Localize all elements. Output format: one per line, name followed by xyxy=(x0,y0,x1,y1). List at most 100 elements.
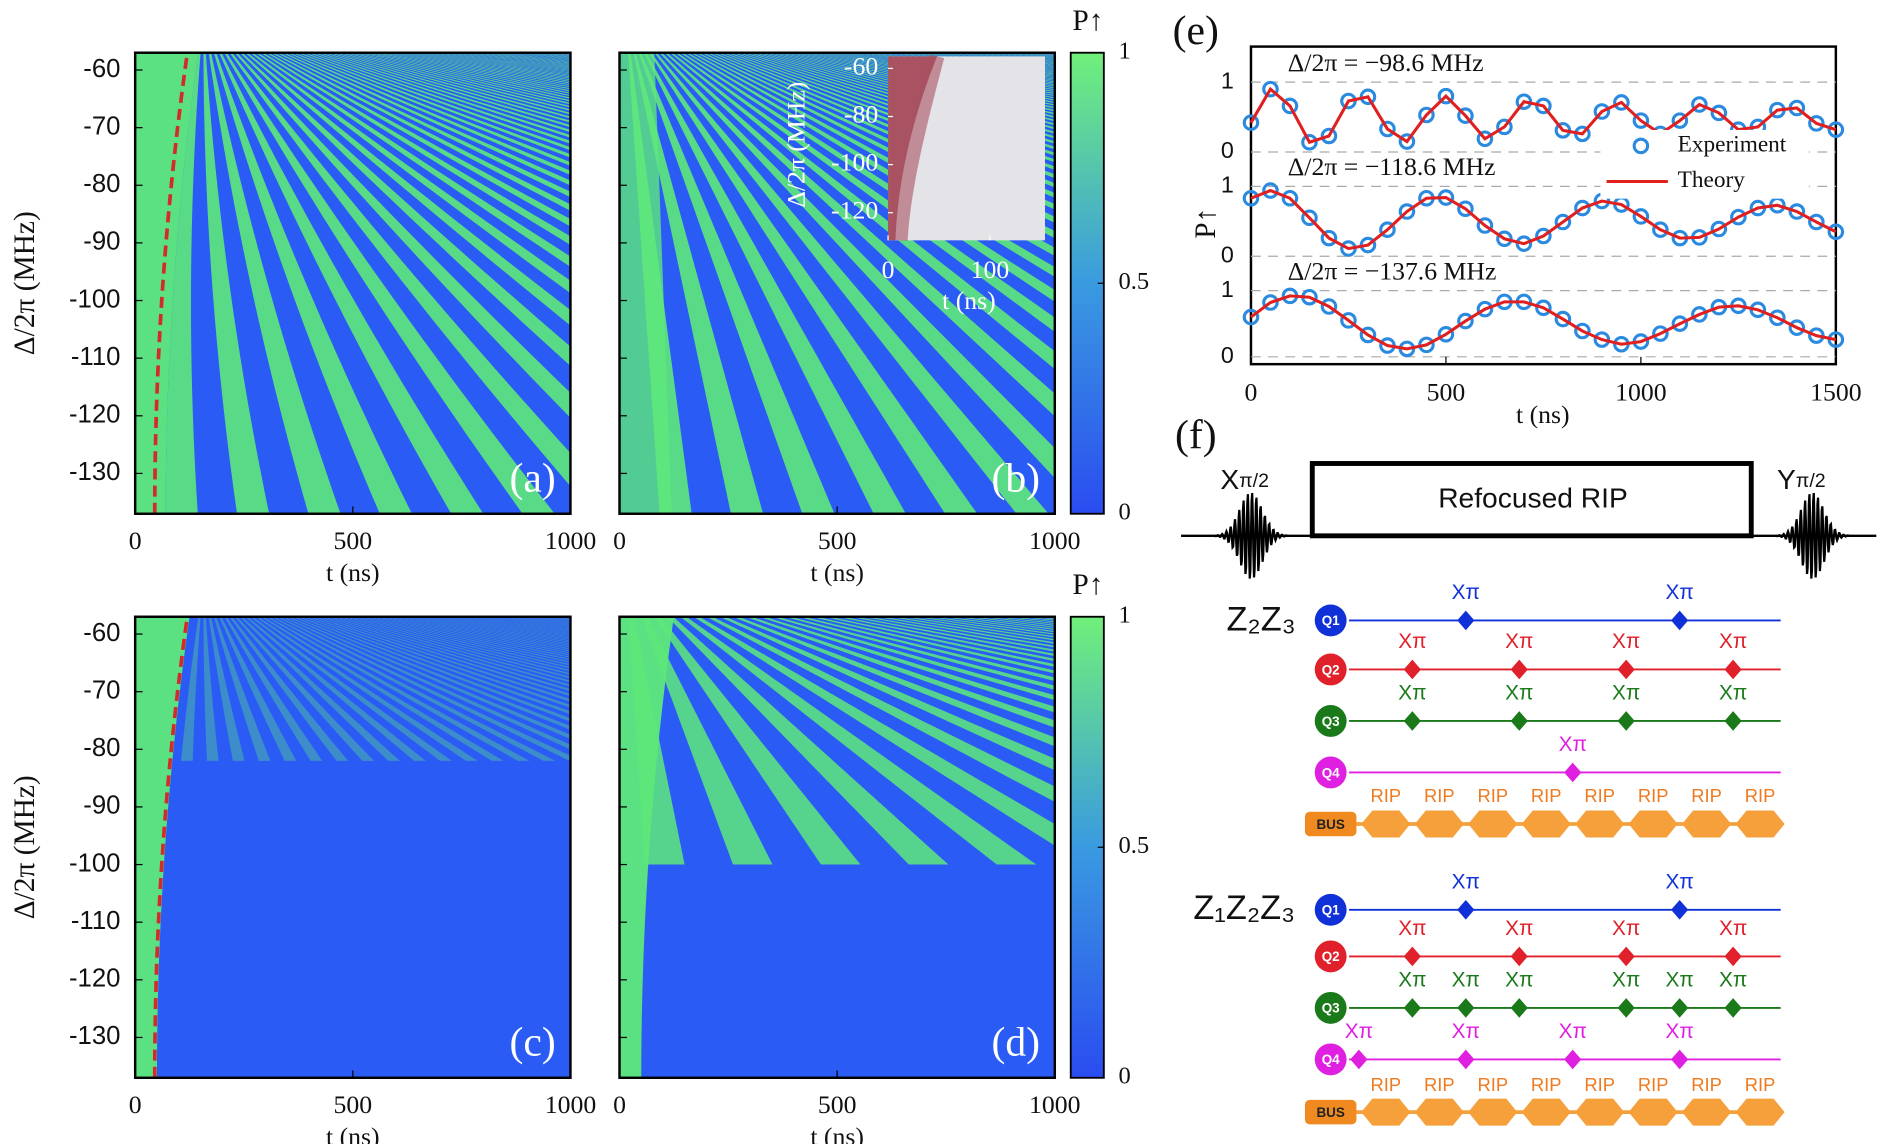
experiment-point xyxy=(1262,80,1279,98)
fringe xyxy=(795,52,1055,109)
fringe xyxy=(386,616,571,654)
pi-pulse xyxy=(1671,899,1689,920)
fringe xyxy=(375,52,571,94)
fringe xyxy=(459,52,571,69)
pi-pulse xyxy=(1403,659,1421,680)
early-band xyxy=(619,52,672,514)
fringe xyxy=(464,616,571,632)
fringe xyxy=(334,616,571,683)
pi-pulse xyxy=(1724,711,1742,731)
panel-label: (e) xyxy=(1173,8,1219,54)
fringe xyxy=(821,52,1055,97)
fringe xyxy=(454,616,571,634)
inset-x-label: t (ns) xyxy=(942,286,996,315)
fringe xyxy=(433,52,571,75)
fringe xyxy=(717,52,1055,188)
experiment-point xyxy=(1632,208,1650,225)
rip-label: RIP xyxy=(1371,785,1402,806)
fringe xyxy=(522,616,571,623)
x-tick-label: 1000 xyxy=(1029,526,1080,555)
theory-line xyxy=(1249,86,1837,145)
x-tick-label: 500 xyxy=(818,526,857,555)
pulse-label: Xπ xyxy=(1398,968,1426,991)
fringe xyxy=(542,52,571,56)
qubit-node xyxy=(1314,705,1347,737)
experiment-point xyxy=(1827,121,1845,138)
x-tick-label: 500 xyxy=(334,526,373,555)
fringe xyxy=(428,52,571,76)
y-tick-label: 1 xyxy=(1221,172,1234,198)
fringe xyxy=(641,616,773,865)
fringe xyxy=(365,616,571,663)
pi-pulse xyxy=(1617,711,1635,731)
pulse-label: Xπ xyxy=(1398,630,1426,653)
fringe xyxy=(370,616,571,661)
fringe xyxy=(245,52,571,326)
fringe xyxy=(680,616,1037,865)
pulse-subscript: π/2 xyxy=(1239,470,1269,492)
experiment-point xyxy=(1535,227,1552,245)
pi-pulse xyxy=(1671,610,1689,631)
heatmap xyxy=(135,52,571,514)
fringe xyxy=(417,616,571,643)
fringe xyxy=(234,616,375,761)
bus-node xyxy=(1304,1099,1357,1125)
pulse-label: Xπ/2 xyxy=(1220,463,1269,495)
fringe xyxy=(475,52,571,66)
fringe xyxy=(208,616,245,761)
fringe xyxy=(276,52,571,198)
fringe xyxy=(302,52,571,151)
colorbar-tick-label: 1 xyxy=(1119,601,1131,628)
heatmap xyxy=(619,616,1055,1078)
pulse-label: Xπ xyxy=(1398,917,1426,940)
inset-y-tick-label: -80 xyxy=(844,99,878,128)
fringe xyxy=(203,52,270,514)
fringe xyxy=(391,52,571,88)
fringe xyxy=(271,52,571,211)
experiment-point xyxy=(1242,308,1260,326)
y-tick-label: -100 xyxy=(69,849,121,877)
y-tick-label: -100 xyxy=(69,285,121,313)
experiment-point xyxy=(1808,115,1825,132)
qubit-name: Q3 xyxy=(1322,714,1340,729)
x-tick-label: 1000 xyxy=(1615,378,1666,407)
fringe xyxy=(448,52,571,71)
experiment-point xyxy=(1281,189,1299,207)
experiment-point xyxy=(1476,300,1494,318)
pi-pulse xyxy=(1403,998,1421,1018)
experiment-point xyxy=(1691,96,1708,113)
inset-y-tick-label: -120 xyxy=(831,196,878,225)
inset-y-tick-label: -100 xyxy=(831,147,878,176)
fringe xyxy=(307,616,571,708)
rip-label: RIP xyxy=(1477,785,1508,806)
y-tick-label: -70 xyxy=(83,112,120,140)
fringe xyxy=(1019,52,1055,56)
fringe xyxy=(354,616,571,669)
pulse-label: Xπ xyxy=(1345,1020,1373,1043)
fringe xyxy=(811,616,1055,674)
experiment-point xyxy=(1788,319,1806,336)
fringe xyxy=(485,616,571,628)
pulse-label: Xπ xyxy=(1452,581,1480,604)
pulse-label: Xπ xyxy=(1505,630,1533,653)
x-tick-label: 1000 xyxy=(545,1090,596,1119)
theory-line xyxy=(1250,294,1837,351)
qubit-node xyxy=(1314,604,1347,637)
experiment-point xyxy=(1242,189,1260,207)
y-tick-label: 1 xyxy=(1221,67,1234,93)
fringe xyxy=(219,616,297,761)
fringe xyxy=(328,616,571,687)
fringe xyxy=(495,52,571,62)
y-tick-label: -130 xyxy=(69,458,121,486)
qubit-name: Q4 xyxy=(1322,1052,1340,1067)
panel-label: (b) xyxy=(991,455,1040,501)
experiment-point xyxy=(1281,97,1299,115)
annotation: Δ/2π = −98.6 MHz xyxy=(1288,48,1484,77)
fringe xyxy=(297,52,571,158)
fringe xyxy=(276,616,571,761)
legend-label: Experiment xyxy=(1678,131,1787,157)
fringe xyxy=(165,52,201,514)
fringe xyxy=(339,52,571,115)
y-tick-label: -120 xyxy=(69,965,121,993)
legend-marker xyxy=(1632,137,1650,155)
